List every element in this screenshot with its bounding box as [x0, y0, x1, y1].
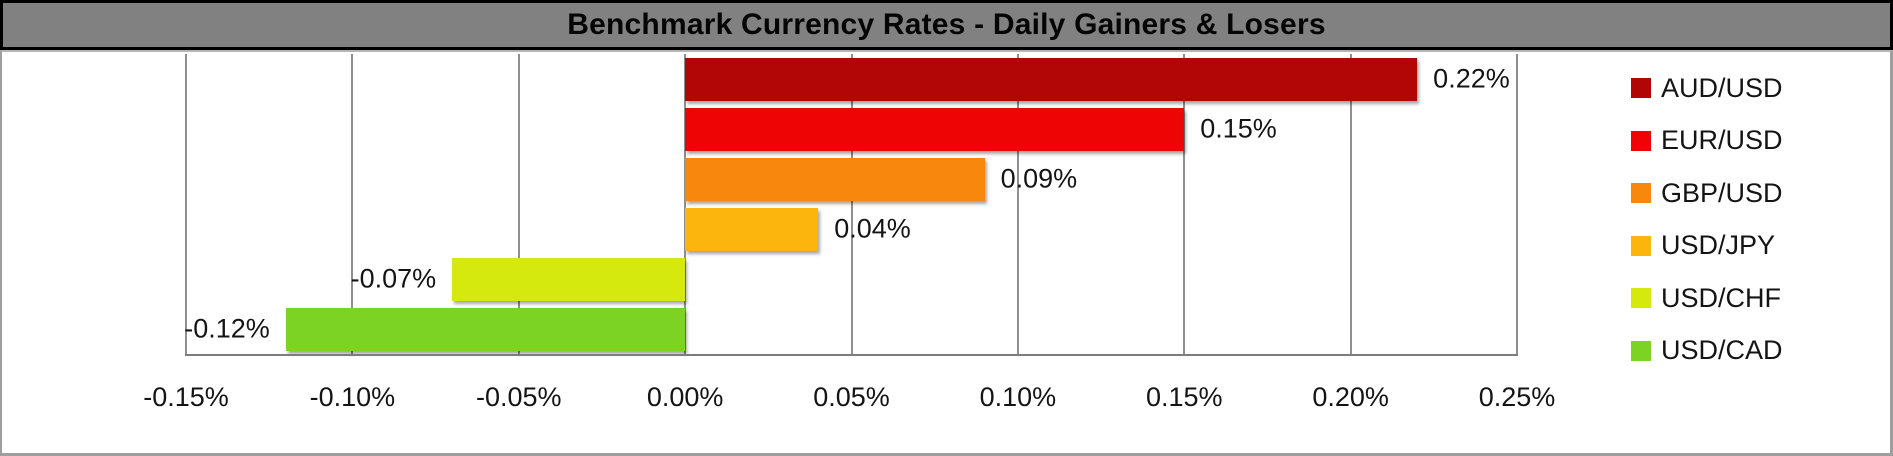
x-tick-label-0.25%: 0.25%	[1478, 382, 1556, 412]
legend-swatch-aud-usd	[1631, 78, 1651, 99]
bar-usd-cad	[285, 307, 686, 351]
legend-label-usd-cad: USD/CAD	[1661, 335, 1783, 366]
bar-value-label-aud-usd: 0.22%	[1433, 63, 1510, 94]
bar-value-label-usd-chf: -0.07%	[350, 263, 437, 294]
bar-value-label-eur-usd: 0.15%	[1200, 113, 1277, 144]
bar-gbp-usd	[685, 157, 985, 201]
gridline-0.25%	[1516, 54, 1518, 354]
bar-usd-jpy	[685, 207, 819, 251]
chart-title: Benchmark Currency Rates - Daily Gainers…	[567, 8, 1326, 41]
bar-usd-chf	[452, 257, 686, 301]
x-tick-label-0.20%: 0.20%	[1312, 382, 1389, 412]
legend-swatch-usd-jpy	[1631, 235, 1651, 256]
gridline--0.15%	[185, 54, 187, 354]
bar-value-label-gbp-usd: 0.09%	[1000, 163, 1078, 194]
x-tick-label--0.15%: -0.15%	[143, 382, 229, 412]
bar-eur-usd	[685, 107, 1185, 151]
legend-swatch-usd-cad	[1631, 340, 1651, 361]
bar-value-label-usd-cad: -0.12%	[184, 313, 270, 344]
legend-label-gbp-usd: GBP/USD	[1661, 177, 1783, 208]
x-tick-label-0.10%: 0.10%	[979, 382, 1057, 412]
legend-item-usd-chf: USD/CHF	[1631, 272, 1783, 325]
legend-label-eur-usd: EUR/USD	[1661, 125, 1783, 156]
gridline-0.10%	[1016, 54, 1019, 354]
gridline-0.00%	[684, 54, 687, 354]
gridline-0.20%	[1349, 54, 1352, 354]
bar-aud-usd	[685, 57, 1418, 101]
x-tick-label--0.10%: -0.10%	[309, 382, 396, 412]
chart-title-bar: Benchmark Currency Rates - Daily Gainers…	[0, 0, 1893, 50]
legend-item-aud-usd: AUD/USD	[1631, 62, 1783, 115]
legend-item-eur-usd: EUR/USD	[1631, 115, 1783, 168]
gridline-0.15%	[1183, 54, 1186, 354]
x-tick-label--0.05%: -0.05%	[475, 382, 562, 412]
legend-swatch-gbp-usd	[1631, 183, 1651, 204]
bar-value-label-usd-jpy: 0.04%	[834, 213, 911, 244]
legend-label-usd-chf: USD/CHF	[1661, 282, 1781, 313]
x-tick-label-0.05%: 0.05%	[813, 382, 890, 412]
x-tick-label-0.00%: 0.00%	[646, 382, 724, 412]
legend-item-usd-cad: USD/CAD	[1631, 325, 1783, 378]
legend-label-aud-usd: AUD/USD	[1661, 72, 1783, 103]
legend-label-usd-jpy: USD/JPY	[1661, 230, 1776, 261]
legend-swatch-eur-usd	[1631, 130, 1651, 151]
x-axis-line	[185, 354, 1518, 356]
gridline--0.10%	[351, 54, 354, 354]
chart-legend: AUD/USD EUR/USD GBP/USD USD/JPY USD/CHF USD/C…	[1631, 62, 1783, 377]
legend-swatch-usd-chf	[1631, 288, 1651, 309]
legend-item-usd-jpy: USD/JPY	[1631, 220, 1783, 273]
gridline--0.05%	[517, 54, 520, 354]
legend-item-gbp-usd: GBP/USD	[1631, 167, 1783, 220]
x-tick-label-0.15%: 0.15%	[1145, 382, 1223, 412]
gridline-0.05%	[850, 54, 853, 354]
